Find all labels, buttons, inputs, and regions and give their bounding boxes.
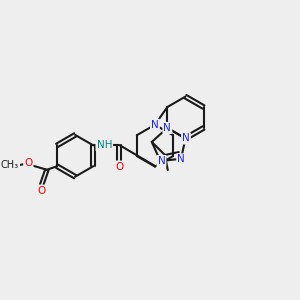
Text: O: O — [38, 186, 46, 196]
Text: N: N — [177, 154, 185, 164]
Text: NH: NH — [97, 140, 112, 150]
Text: N: N — [158, 156, 165, 166]
Text: O: O — [115, 161, 124, 172]
Text: N: N — [151, 120, 159, 130]
Text: N: N — [182, 134, 190, 143]
Text: O: O — [24, 158, 32, 168]
Text: N: N — [164, 123, 171, 133]
Text: CH₃: CH₃ — [1, 160, 19, 170]
